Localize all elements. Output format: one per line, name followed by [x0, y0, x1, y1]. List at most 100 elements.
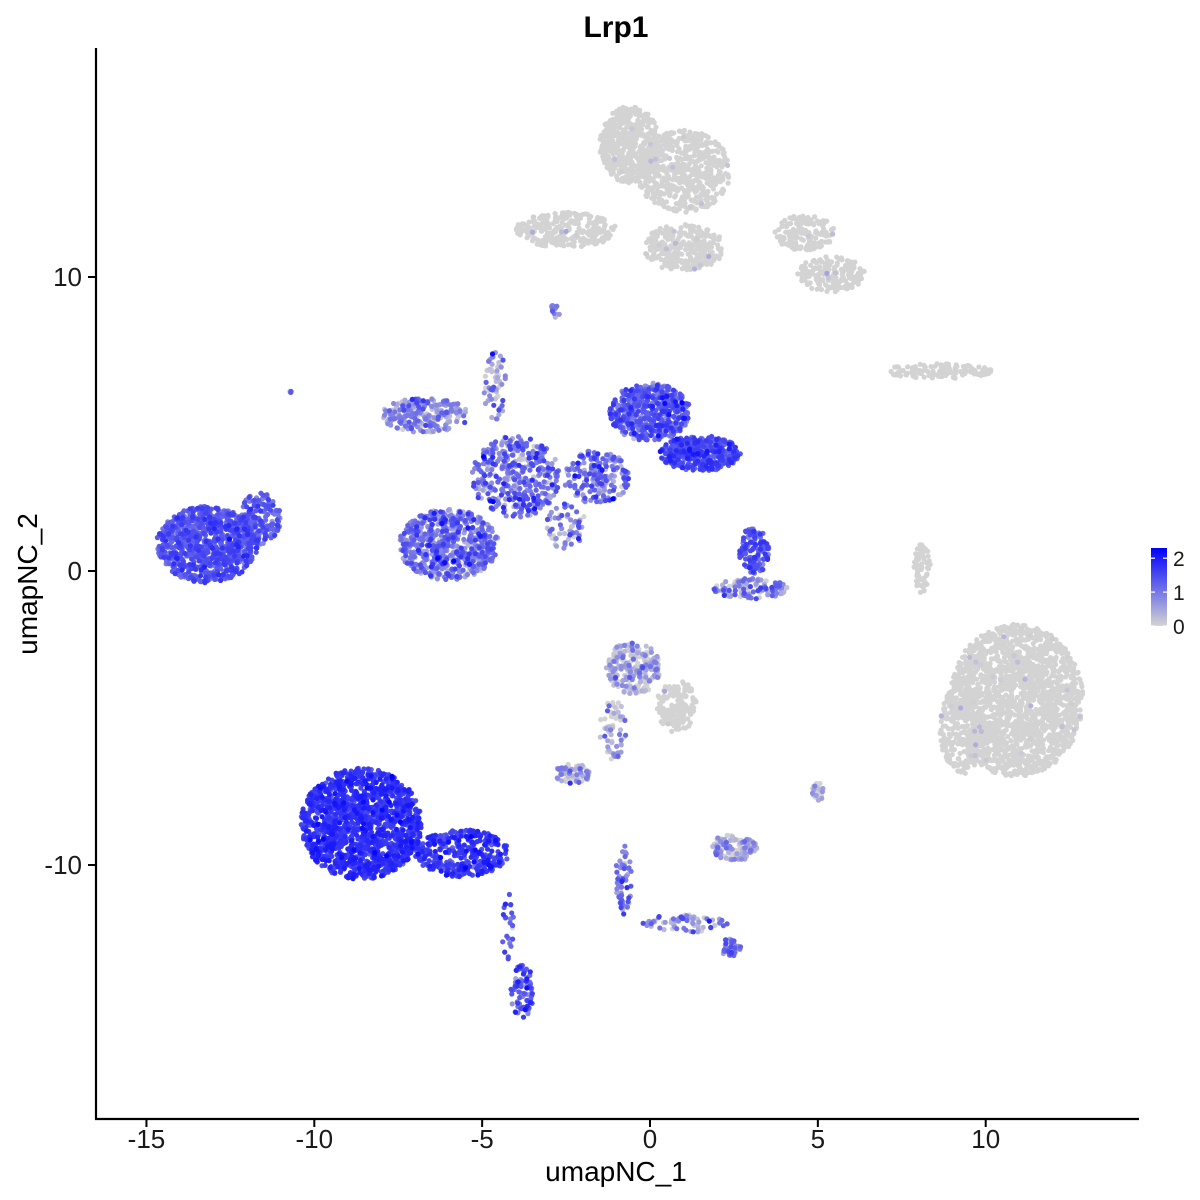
- data-point: [685, 164, 691, 170]
- data-point: [1027, 665, 1033, 671]
- data-point: [805, 274, 811, 280]
- data-point: [665, 694, 671, 700]
- data-point: [945, 752, 951, 758]
- data-point: [597, 734, 603, 740]
- data-point: [557, 531, 563, 537]
- data-point: [651, 235, 658, 241]
- data-point: [944, 695, 950, 701]
- data-point: [1022, 714, 1028, 720]
- data-point: [720, 174, 726, 180]
- data-point: [586, 238, 593, 244]
- data-point: [959, 692, 965, 698]
- data-point: [1004, 651, 1011, 658]
- data-point: [665, 721, 671, 727]
- data-point: [707, 233, 713, 239]
- data-point: [834, 262, 840, 268]
- data-point: [809, 285, 815, 291]
- data-point: [1008, 709, 1014, 716]
- data-point: [722, 154, 728, 160]
- data-point: [487, 366, 493, 372]
- data-point: [1008, 738, 1014, 744]
- data-point: [789, 239, 795, 245]
- data-point: [1054, 732, 1060, 738]
- data-point: [672, 173, 678, 179]
- data-point: [1025, 649, 1031, 655]
- data-point: [687, 685, 693, 691]
- data-point: [957, 740, 963, 746]
- data-point: [605, 153, 611, 159]
- data-point: [674, 139, 680, 145]
- data-point: [643, 179, 649, 185]
- data-point: [658, 138, 664, 144]
- data-point: [851, 264, 857, 270]
- data-point: [586, 216, 592, 222]
- data-point: [957, 768, 963, 774]
- data-point: [1043, 651, 1049, 657]
- data-point: [613, 715, 619, 721]
- data-point: [957, 670, 963, 676]
- data-point: [1045, 662, 1051, 668]
- data-point: [635, 129, 641, 135]
- data-point: [662, 227, 668, 233]
- data-point: [982, 715, 988, 721]
- data-point: [915, 563, 922, 569]
- data-point: [979, 673, 985, 680]
- data-point: [805, 233, 812, 239]
- data-point: [1026, 690, 1032, 696]
- data-point: [636, 120, 642, 126]
- data-point: [1035, 663, 1041, 669]
- data-point: [944, 757, 950, 763]
- data-point: [608, 163, 615, 169]
- data-point: [558, 229, 565, 235]
- data-point: [960, 654, 966, 660]
- data-point: [614, 123, 620, 129]
- data-point: [1037, 748, 1043, 755]
- data-point: [964, 723, 971, 729]
- data-point: [709, 159, 716, 165]
- data-point: [614, 129, 621, 135]
- data-point: [958, 710, 964, 716]
- data-point: [689, 702, 695, 708]
- data-point: [708, 181, 714, 187]
- data-point: [542, 213, 548, 219]
- data-point: [1003, 673, 1009, 679]
- data-point: [986, 764, 993, 771]
- data-point: [561, 531, 568, 537]
- data-point: [798, 244, 804, 250]
- data-point: [971, 368, 977, 374]
- data-point: [972, 728, 978, 734]
- data-point: [580, 228, 586, 234]
- data-point: [550, 221, 556, 227]
- data-point: [656, 173, 663, 179]
- data-point: [1021, 685, 1027, 691]
- data-point: [628, 108, 634, 114]
- data-point: [584, 223, 591, 229]
- data-point: [970, 747, 976, 753]
- data-point: [643, 643, 649, 649]
- data-point: [967, 654, 973, 661]
- data-point: [1043, 755, 1049, 761]
- data-point: [652, 142, 658, 148]
- data-point: [1052, 703, 1058, 709]
- data-point: [971, 647, 977, 654]
- data-point: [718, 251, 724, 257]
- data-point: [787, 215, 793, 221]
- data-point: [1064, 687, 1070, 693]
- data-point: [663, 246, 670, 252]
- data-point: [683, 725, 689, 731]
- data-point: [1038, 654, 1045, 661]
- data-point: [1023, 643, 1029, 649]
- data-point: [977, 642, 983, 648]
- data-point: [987, 631, 993, 638]
- data-point: [641, 183, 647, 189]
- data-point: [717, 178, 724, 184]
- data-point: [711, 195, 717, 201]
- data-point: [634, 125, 640, 131]
- data-point: [1069, 696, 1075, 702]
- data-point: [1034, 675, 1040, 681]
- data-point: [997, 701, 1003, 707]
- data-point: [678, 229, 684, 235]
- data-point: [614, 114, 620, 120]
- data-point: [1069, 667, 1075, 673]
- data-point: [710, 256, 717, 262]
